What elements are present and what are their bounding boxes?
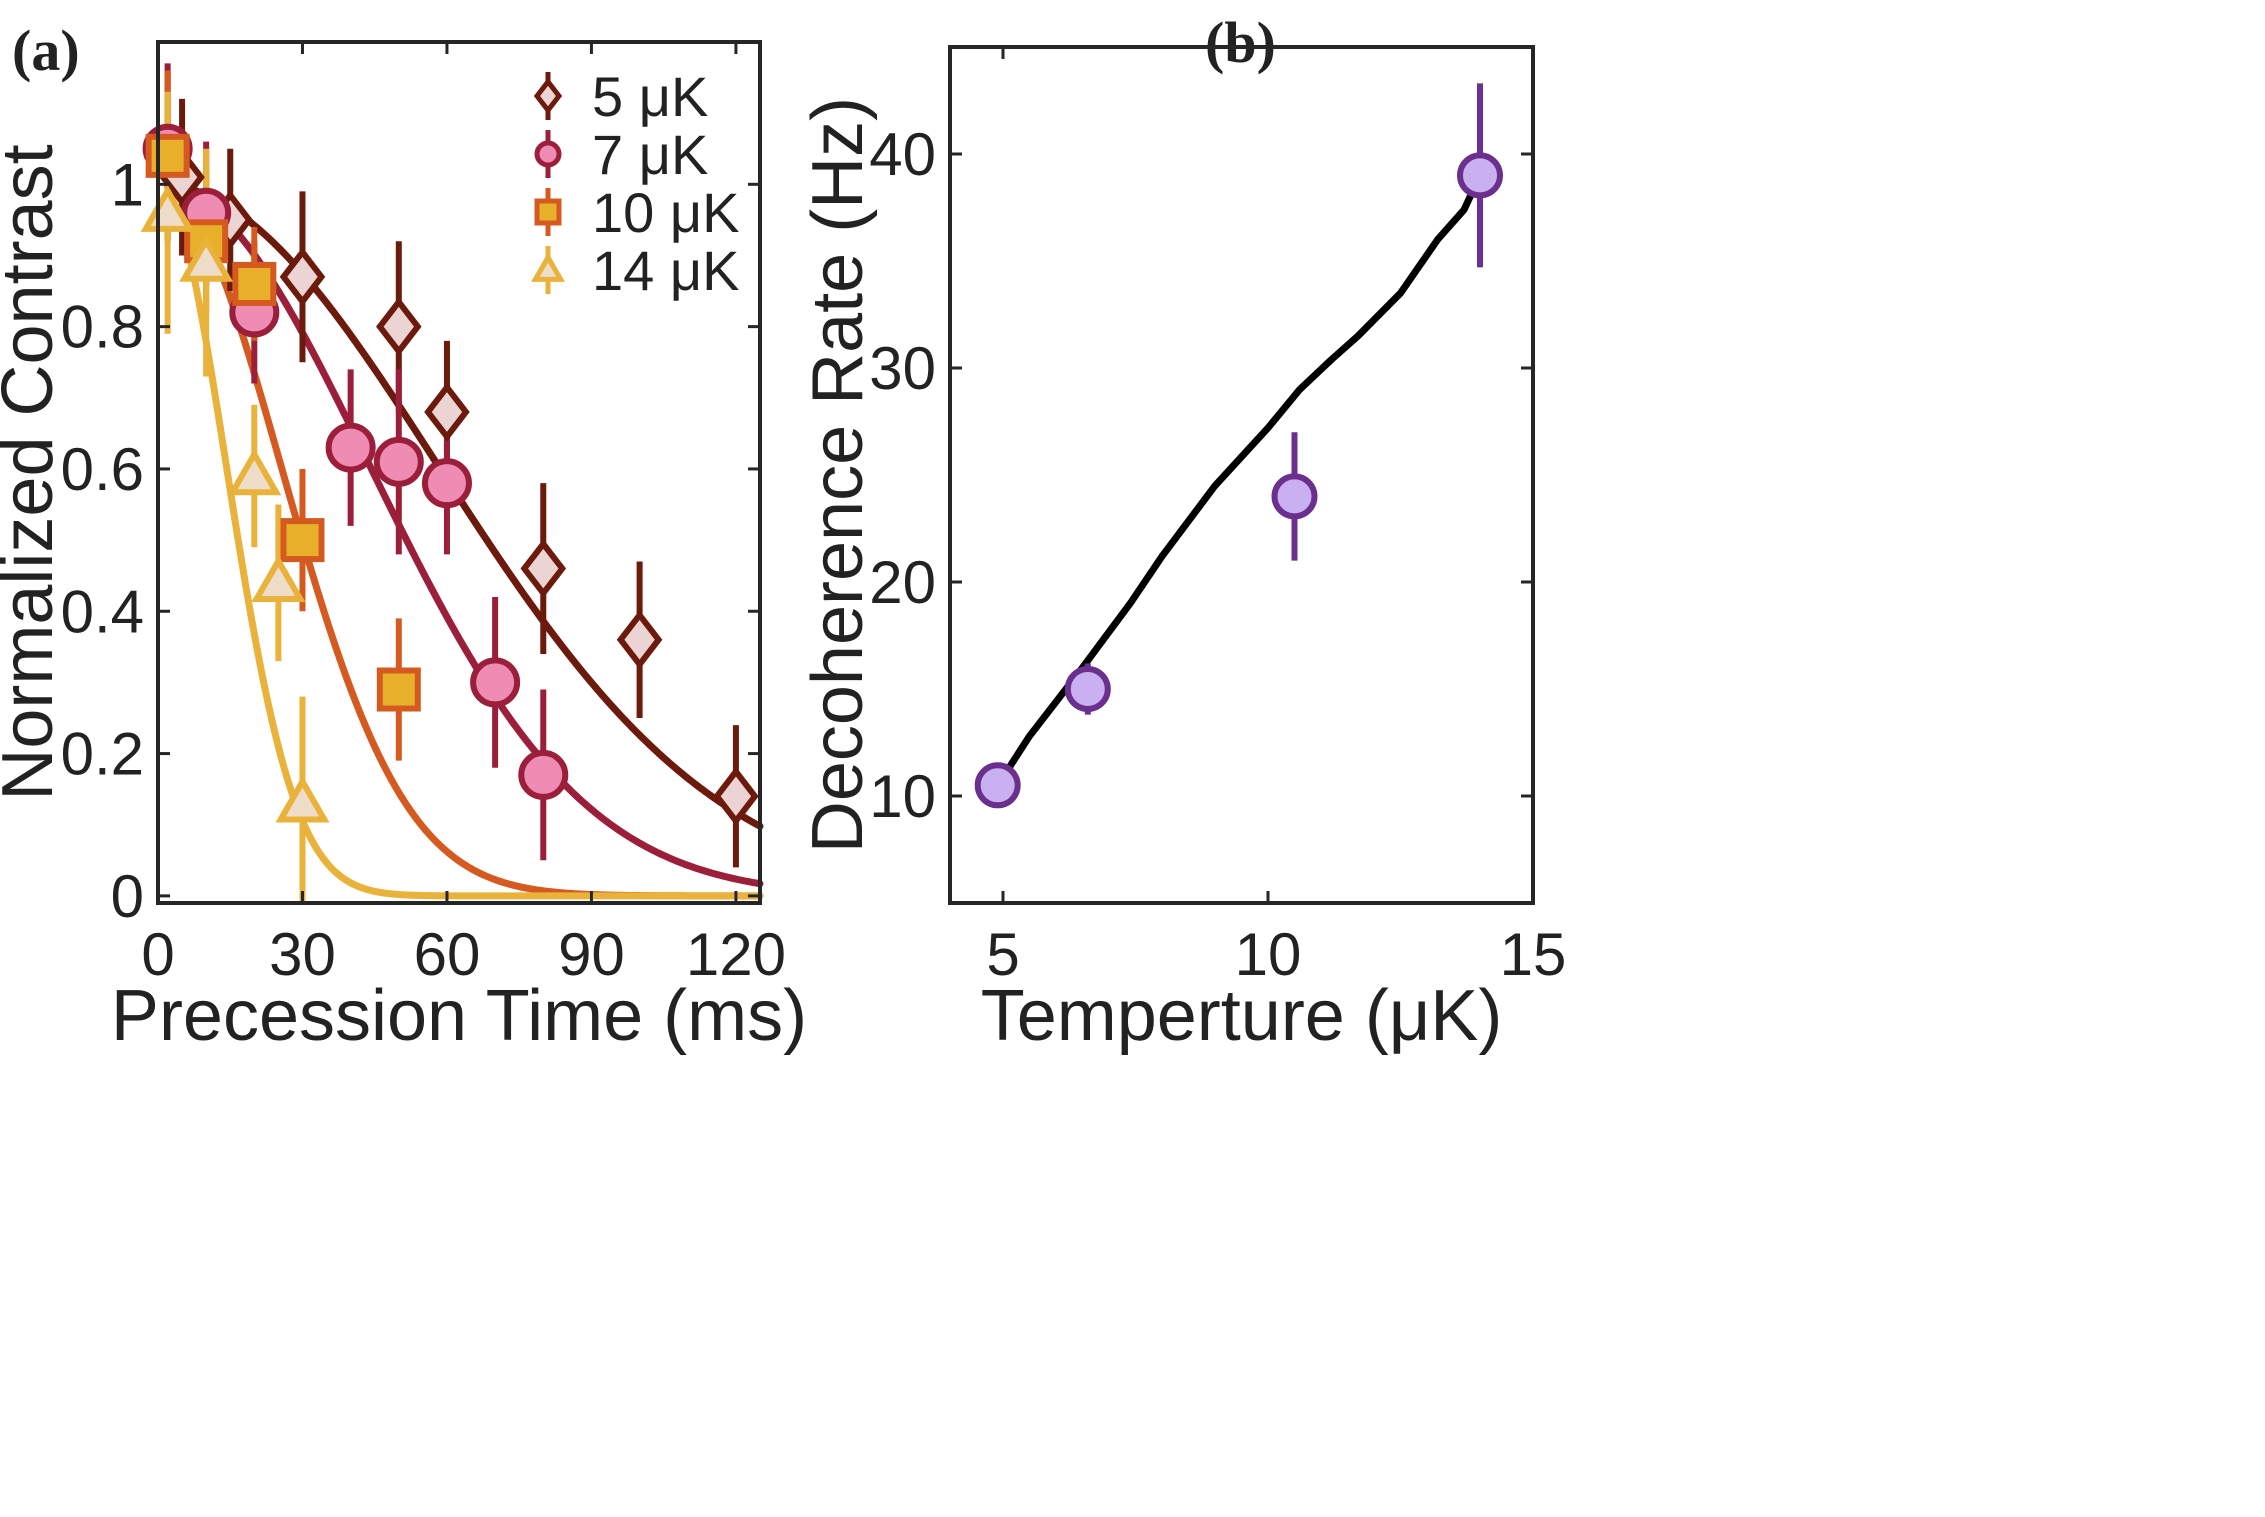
legend-entry-label: 7 μK xyxy=(592,123,708,186)
panel-a-y-tick-label: 0.8 xyxy=(61,294,144,361)
data-point-circle xyxy=(1271,473,1318,520)
data-point-triangle xyxy=(275,775,330,823)
legend-entry-label: 10 μK xyxy=(592,181,739,244)
panel-b-y-tick-label: 30 xyxy=(869,335,936,402)
panel-b-x-axis-label: Temperture (μK) xyxy=(981,976,1503,1056)
data-point-triangle xyxy=(227,448,282,496)
panel-b-markers xyxy=(974,152,1503,809)
panel-b-ticks: 5 10 15 10 20 30 40 xyxy=(869,47,1566,988)
data-point-diamond xyxy=(713,766,759,826)
legend-marker-square xyxy=(534,198,562,226)
data-point-square xyxy=(145,133,190,178)
panel-a-y-tick-label: 0.6 xyxy=(61,436,144,503)
panel-a-x-tick-label: 90 xyxy=(558,921,625,988)
data-point-diamond xyxy=(376,297,422,357)
legend-marker-circle xyxy=(534,140,562,168)
panel-b-y-tick-label: 20 xyxy=(869,549,936,616)
legend-entry-label: 14 μK xyxy=(592,239,739,302)
data-point-circle xyxy=(373,436,424,487)
data-point-square xyxy=(280,518,325,563)
data-point-diamond xyxy=(520,538,567,599)
data-point-square xyxy=(376,667,421,712)
data-point-triangle xyxy=(251,554,306,602)
data-point-circle xyxy=(470,657,521,708)
data-point-triangle xyxy=(179,234,234,282)
panel-a-x-tick-label: 120 xyxy=(686,921,786,988)
panel-a-y-tick-label: 0.2 xyxy=(61,721,144,788)
data-point-diamond xyxy=(616,610,663,670)
legend-marker-triangle xyxy=(531,252,565,282)
panel-b-x-tick-label: 10 xyxy=(1235,921,1302,988)
panel-b-axes-frame xyxy=(948,45,1535,905)
data-point-circle xyxy=(1064,666,1111,712)
panel-a-x-tick-label: 60 xyxy=(414,921,481,988)
panel-b-x-tick-label: 15 xyxy=(1500,921,1567,988)
panel-b-y-axis-label: Decoherence Rate (Hz) xyxy=(798,97,878,853)
panel-b-label: (b) xyxy=(1205,10,1276,75)
panel-b-x-tick-label: 5 xyxy=(986,921,1019,988)
panel-a-label: (a) xyxy=(12,18,80,83)
data-point-diamond xyxy=(279,247,326,307)
panel-a-ticks: 0 30 60 90 120 0 0.2 0.4 0.6 0.8 1 xyxy=(61,42,786,988)
panel-b-y-tick-label: 10 xyxy=(869,763,936,830)
panel-a-x-axis-label: Precession Time (ms) xyxy=(111,976,807,1056)
data-point-circle xyxy=(974,762,1021,809)
panel-a-y-tick-label: 1 xyxy=(111,151,144,218)
panel-a-axes-frame xyxy=(156,40,762,905)
legend-marker-diamond xyxy=(533,77,563,115)
fit-curve xyxy=(164,181,764,830)
theory-line xyxy=(994,173,1484,788)
data-point-diamond xyxy=(424,382,470,442)
data-point-circle xyxy=(421,458,472,509)
data-point-circle xyxy=(325,422,376,473)
panel-a-x-tick-label: 30 xyxy=(269,921,336,988)
data-point-circle xyxy=(518,749,569,800)
panel-b-y-tick-label: 40 xyxy=(869,121,936,188)
fit-curve xyxy=(164,187,764,900)
panel-b-theory-line xyxy=(994,173,1484,788)
data-point-circle xyxy=(1457,152,1503,199)
panel-b: (b) 5 10 15 10 20 30 40 Temperture (μK) Decohe… xyxy=(798,10,1566,1056)
panel-a-x-tick-label: 0 xyxy=(141,921,174,988)
panel-a-y-axis-label: Normalized Contrast xyxy=(0,144,68,800)
data-point-square xyxy=(232,261,277,306)
panel-a-y-tick-label: 0.4 xyxy=(61,578,144,645)
legend-entry-label: 5 μK xyxy=(592,65,708,128)
panel-a-markers xyxy=(140,123,759,826)
panel-a-y-tick-label: 0 xyxy=(111,863,144,930)
panel-a: (a) 0 30 60 90 120 0 0.2 0.4 0.6 0.8 1 5 μK7 μK10 … xyxy=(0,18,807,1056)
